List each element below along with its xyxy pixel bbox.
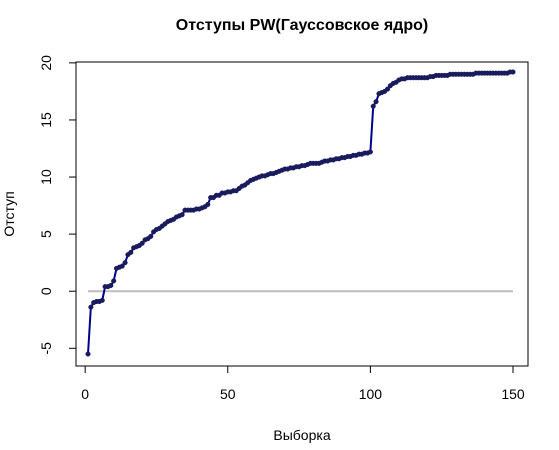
data-point [384, 86, 391, 92]
y-tick-label: 20 [38, 55, 54, 71]
y-tick-label: -5 [38, 342, 54, 355]
data-point [179, 212, 185, 218]
chart-title: Отступы PW(Гауссовское ядро) [176, 17, 428, 34]
y-tick-label: 10 [38, 169, 54, 185]
y-tick-label: 0 [38, 287, 54, 295]
data-point [367, 149, 373, 155]
y-axis: -5 0 5 10 15 20 [38, 55, 77, 355]
x-tick-label: 50 [220, 386, 236, 402]
data-point [85, 351, 91, 357]
data-point [108, 282, 114, 289]
data-point [148, 233, 154, 239]
data-point [373, 99, 379, 105]
y-tick-label: 5 [38, 230, 54, 238]
data-point [139, 240, 145, 246]
data-point [510, 69, 516, 75]
data-point [119, 263, 125, 269]
x-tick-label: 150 [501, 386, 525, 402]
series-line [87, 71, 513, 355]
x-axis-label: Выборка [273, 427, 330, 443]
series-points [85, 69, 516, 357]
x-axis: 0 50 100 150 [81, 365, 525, 402]
data-point [111, 278, 117, 284]
data-point [128, 249, 134, 255]
data-point [88, 304, 94, 310]
data-point [122, 260, 128, 266]
data-point [205, 201, 211, 207]
plot-frame [75, 61, 529, 367]
data-point [370, 103, 376, 109]
data-point [99, 297, 105, 303]
y-axis-label: Отступ [1, 191, 17, 236]
x-tick-label: 0 [81, 386, 89, 402]
x-tick-label: 100 [359, 386, 383, 402]
y-tick-label: 15 [38, 112, 54, 128]
